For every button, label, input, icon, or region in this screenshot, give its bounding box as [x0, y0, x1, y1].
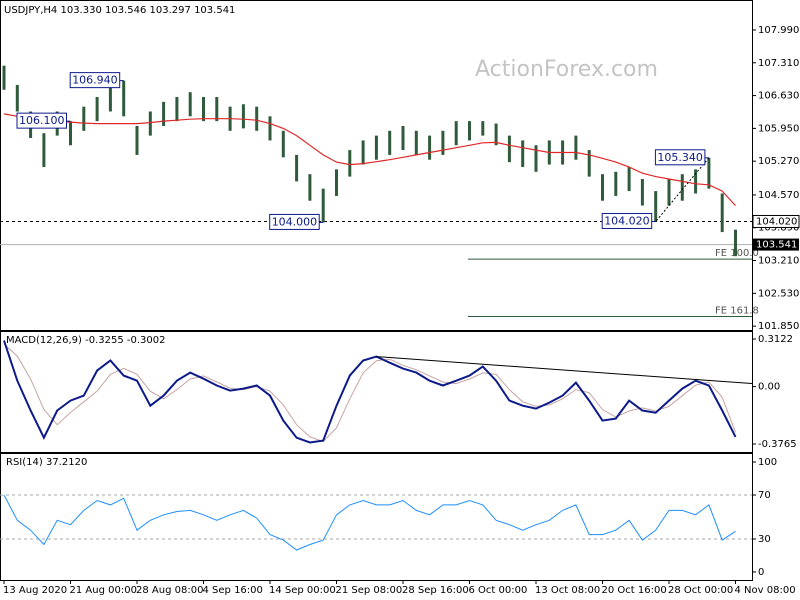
y-tick-label: -0.3765	[758, 439, 797, 450]
current-price-label: 103.541	[756, 240, 797, 251]
panel-frame	[0, 453, 753, 581]
price-label: 105.340	[654, 149, 709, 166]
y-tick-label: 105.950	[758, 123, 799, 134]
y-tick-label: 0	[758, 567, 764, 578]
y-tick-label: 103.890	[758, 223, 799, 234]
level-tag	[752, 214, 800, 228]
x-tick-label: 13 Aug 2020	[3, 585, 67, 596]
x-tick-label: 4 Nov 08:00	[735, 585, 796, 596]
price-label-text: 104.020	[604, 214, 650, 227]
x-tick-label: 21 Sep 08:00	[336, 585, 403, 596]
x-tick-label: 4 Sep 16:00	[203, 585, 263, 596]
indicator-line	[3, 494, 736, 551]
level-tag-label: 104.020	[756, 216, 797, 227]
y-tick-label: 106.630	[758, 91, 799, 102]
y-tick-label: 30	[758, 534, 771, 545]
y-tick-label: 105.270	[758, 156, 799, 167]
y-tick-label: 102.530	[758, 288, 799, 299]
y-tick-label: 107.310	[758, 58, 799, 69]
x-tick-label: 14 Sep 00:00	[269, 585, 336, 596]
x-tick-label: 6 Oct 00:00	[469, 585, 528, 596]
x-tick-label: 28 Sep 16:00	[402, 585, 469, 596]
fib-connector	[655, 157, 710, 222]
price-label: 106.940	[69, 72, 124, 89]
y-tick-label: 103.210	[758, 256, 799, 267]
moving-average	[3, 113, 736, 207]
price-label: 104.000	[269, 213, 324, 230]
price-label-text: 104.000	[272, 215, 318, 228]
y-tick-label: 0.00	[758, 382, 780, 393]
price-label-text: 105.340	[657, 151, 703, 164]
x-tick-label: 20 Oct 16:00	[602, 585, 667, 596]
x-tick-label: 21 Aug 00:00	[70, 585, 137, 596]
panel-frame	[0, 0, 753, 331]
fe-label: FE 161.8	[715, 305, 759, 316]
y-tick-label: 104.570	[758, 190, 799, 201]
price-label-text: 106.940	[72, 74, 118, 87]
y-tick-label: 70	[758, 490, 771, 501]
current-price-tag	[753, 238, 799, 251]
y-tick-label: 107.990	[758, 25, 799, 36]
y-tick-label: 0.3122	[758, 334, 793, 345]
panel-frame	[0, 331, 753, 453]
price-label-text: 106.100	[19, 114, 65, 127]
watermark: ActionForex.com	[475, 57, 658, 82]
panel-title: RSI(14) 37.2120	[6, 457, 87, 468]
indicator-line	[3, 343, 736, 443]
y-tick-label: 101.850	[758, 321, 799, 332]
price-label: 104.020	[601, 212, 656, 229]
x-tick-label: 13 Oct 08:00	[535, 585, 600, 596]
indicator-line	[3, 340, 737, 444]
chart-title: USDJPY,H4 103.330 103.546 103.297 103.54…	[4, 5, 235, 16]
x-tick-label: 28 Aug 08:00	[136, 585, 203, 596]
y-tick-label: 100	[758, 457, 777, 468]
trendline	[376, 356, 753, 385]
price-label: 106.100	[16, 112, 71, 129]
panel-title: MACD(12,26,9) -0.3255 -0.3002	[6, 335, 166, 346]
x-tick-label: 28 Oct 00:00	[668, 585, 733, 596]
